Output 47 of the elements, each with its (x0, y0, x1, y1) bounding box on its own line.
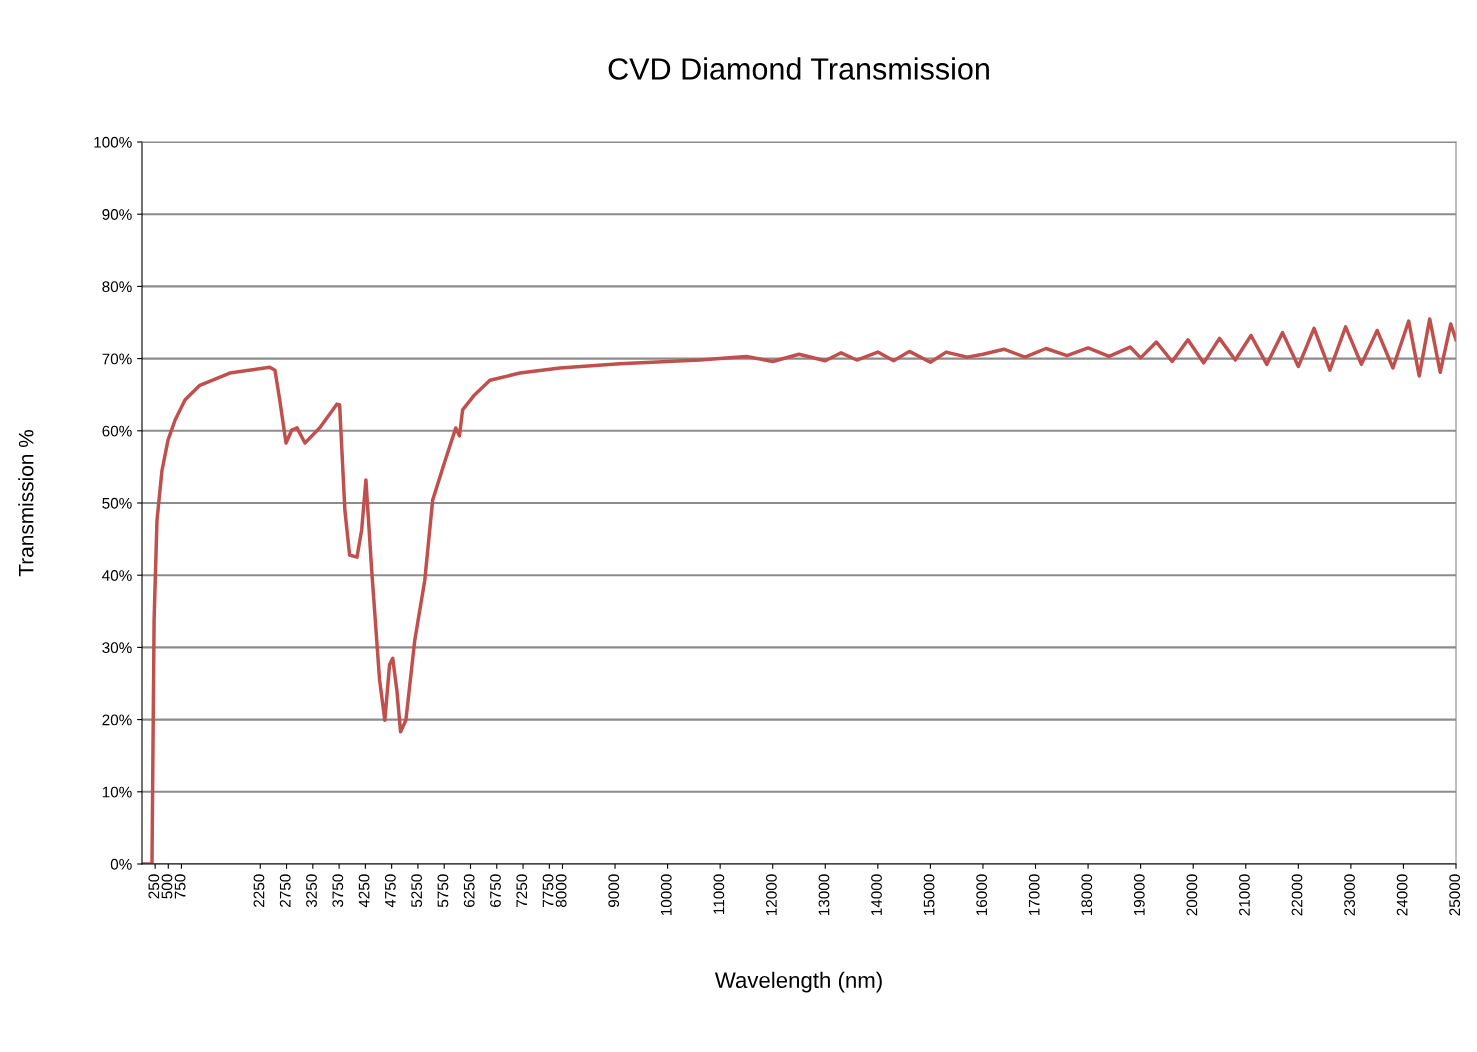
chart-title: CVD Diamond Transmission (608, 57, 989, 80)
y-tick-label: 20% (102, 714, 132, 726)
x-tick-label: 2750 (279, 874, 291, 907)
x-tick-label: 4250 (358, 874, 370, 908)
x-tick-label: 14000 (871, 874, 882, 916)
x-tick-label: 19000 (1133, 874, 1145, 916)
x-tick-label: 10000 (660, 874, 672, 916)
x-tick-label: 5750 (437, 874, 449, 908)
x-tick-label: 750 (174, 874, 186, 899)
x-tick-label: 25000 (1449, 874, 1461, 916)
x-tick-label: 13000 (818, 874, 830, 916)
y-tick-label: 100% (94, 136, 132, 148)
x-tick-label: 8000 (555, 874, 567, 908)
y-tick-label: 30% (102, 642, 132, 654)
x-tick-label: 7750 (542, 874, 554, 907)
y-axis-title: Transmission % (18, 430, 34, 577)
x-tick-label: 250 (148, 874, 160, 899)
x-tick-label: 22000 (1291, 874, 1303, 916)
x-tick-label: 6250 (463, 874, 475, 907)
x-axis-title: Wavelength (nm) (714, 971, 882, 993)
x-tick-label: 2250 (253, 874, 265, 907)
x-tick-label: 20000 (1186, 874, 1198, 916)
y-tick-label: 90% (102, 209, 132, 220)
x-tick-label: 17000 (1028, 874, 1040, 916)
x-tick-label: 16000 (976, 874, 988, 916)
y-tick-label: 40% (102, 570, 132, 581)
x-tick-label: 15000 (923, 874, 935, 916)
x-tick-label: 11000 (713, 874, 725, 914)
x-tick-label: 21000 (1239, 874, 1250, 916)
x-tick-label: 24000 (1396, 874, 1408, 916)
y-tick-label: 70% (102, 353, 132, 365)
y-tick-label: 60% (102, 425, 132, 437)
y-tick-label: 10% (102, 786, 132, 798)
x-tick-label: 9000 (608, 874, 620, 907)
x-tick-label: 7250 (516, 874, 528, 907)
y-tick-label: 50% (102, 497, 132, 509)
x-tick-label: 3750 (332, 874, 344, 908)
y-tick-label: 0% (110, 858, 132, 870)
x-tick-label: 5250 (411, 874, 423, 908)
x-tick-label: 3250 (306, 874, 317, 908)
x-tick-label: 500 (161, 874, 173, 899)
x-tick-label: 4750 (384, 874, 396, 908)
x-tick-label: 23000 (1344, 874, 1355, 916)
y-tick-label: 80% (102, 281, 132, 293)
x-tick-label: 6750 (490, 874, 501, 907)
x-tick-label: 12000 (766, 874, 777, 916)
x-tick-label: 18000 (1081, 874, 1093, 916)
